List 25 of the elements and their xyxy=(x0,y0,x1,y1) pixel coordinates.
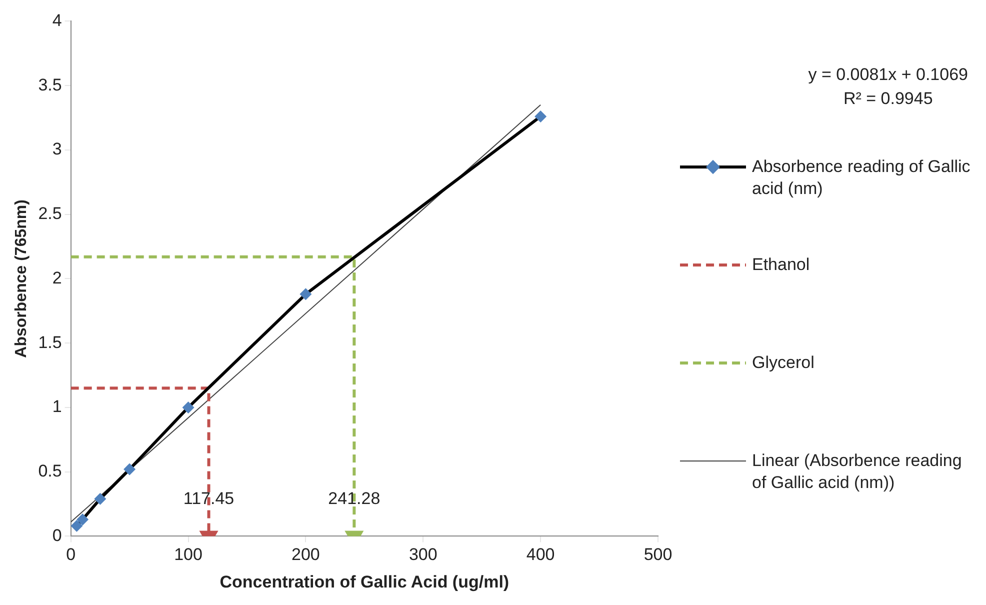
y-tick-label: 1 xyxy=(52,397,62,416)
text: y = 0.0081x + 0.1069 xyxy=(808,64,968,86)
y-tick-label: 0 xyxy=(52,526,62,545)
x-axis-title: Concentration of Gallic Acid (ug/ml) xyxy=(220,572,510,592)
y-tick-label: 2.5 xyxy=(38,204,62,224)
y-tick-label: 1.5 xyxy=(38,332,62,352)
legend-label: Ethanol xyxy=(752,254,810,276)
y-tick-label: 0.5 xyxy=(38,462,62,481)
annotation: 241.28 xyxy=(328,489,380,508)
x-tick-label: 400 xyxy=(526,545,555,564)
x-tick-label: 0 xyxy=(66,545,76,564)
x-tick-label: 100 xyxy=(174,545,202,564)
y-axis-title: Absorbence (765nm) xyxy=(13,200,30,358)
text: R² = 0.9945 xyxy=(842,88,934,110)
y-tick-label: 3.5 xyxy=(38,75,62,94)
annotation: 117.45 xyxy=(183,489,234,508)
y-tick-label: 4 xyxy=(52,10,62,30)
legend-label: Absorbence reading of Gallic acid (nm) xyxy=(752,156,972,200)
y-tick-label: 3 xyxy=(52,140,62,159)
legend-label: Glycerol xyxy=(752,352,814,374)
y-tick-label: 2 xyxy=(52,268,62,288)
legend-label: Linear (Absorbence reading of Gallic acid (nm)) xyxy=(752,450,963,494)
x-tick-label: 200 xyxy=(292,545,320,564)
x-tick-label: 300 xyxy=(408,545,438,564)
x-tick-label: 500 xyxy=(644,545,672,564)
